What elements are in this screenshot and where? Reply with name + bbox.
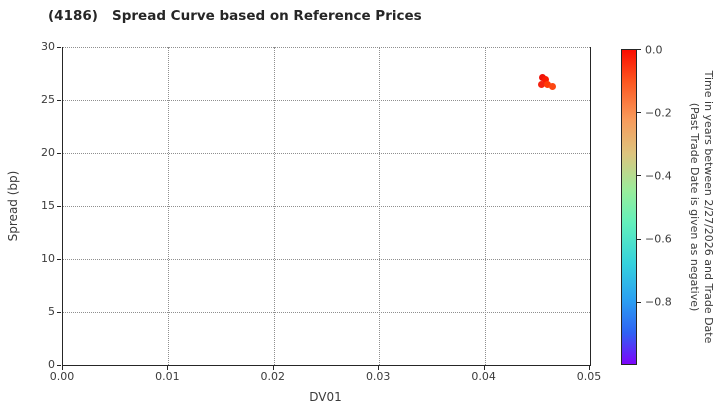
gridline-vertical: [168, 47, 170, 365]
x-tick-mark: [483, 366, 485, 370]
colorbar-label-line2: (Past Trade Date is given as negative): [688, 102, 701, 312]
gridline-horizontal: [63, 312, 590, 313]
y-tick-mark: [57, 259, 61, 260]
x-tick-label: 0.05: [576, 370, 602, 383]
x-tick-label: 0.01: [155, 370, 180, 383]
y-tick-label: 30: [41, 40, 55, 53]
gridline-vertical: [484, 47, 486, 365]
gridline-vertical: [379, 47, 381, 365]
colorbar-tick-label: −0.2: [645, 106, 672, 120]
x-tick-mark: [167, 366, 169, 370]
y-tick-mark: [57, 312, 61, 313]
scatter-point: [542, 76, 550, 84]
colorbar-tick-mark: [637, 175, 641, 177]
scatter-point: [538, 80, 546, 88]
y-tick-label: 20: [41, 146, 55, 159]
x-axis-label: DV01: [309, 390, 342, 404]
colorbar-tick-label: −0.6: [645, 232, 672, 246]
colorbar-label-line1: Time in years between 2/27/2026 and Trad…: [702, 70, 715, 344]
gridline-vertical: [273, 47, 275, 365]
x-tick-mark: [272, 366, 274, 370]
y-tick-mark: [57, 47, 61, 48]
colorbar-tick-mark: [637, 49, 641, 50]
colorbar-gradient: [621, 49, 637, 365]
colorbar-tick-mark: [637, 301, 641, 303]
gridline-horizontal: [63, 100, 590, 101]
y-tick-label: 0: [48, 358, 55, 371]
colorbar-tick-label: 0.0: [645, 43, 663, 56]
y-tick-label: 25: [41, 93, 55, 106]
y-tick-label: 10: [41, 252, 55, 265]
y-tick-label: 5: [48, 305, 55, 318]
chart-title: (4186) Spread Curve based on Reference P…: [48, 8, 422, 24]
colorbar-label: Time in years between 2/27/2026 and Trad…: [687, 42, 715, 372]
scatter-point: [544, 80, 552, 88]
x-tick-mark: [589, 366, 590, 370]
x-tick-mark: [62, 366, 63, 370]
x-tick-label: 0.03: [365, 370, 391, 383]
plot-area: [62, 47, 591, 366]
y-tick-label: 15: [41, 199, 55, 212]
colorbar-tick-label: −0.8: [645, 295, 672, 309]
x-tick-label: 0.00: [49, 370, 75, 383]
x-tick-label: 0.02: [260, 370, 286, 383]
gridline-horizontal: [63, 153, 590, 154]
x-tick-label: 0.04: [471, 370, 496, 383]
x-tick-mark: [378, 366, 380, 370]
scatter-point: [548, 82, 556, 90]
y-tick-mark: [57, 365, 61, 366]
colorbar-tick-label: −0.4: [645, 169, 672, 183]
gridline-horizontal: [63, 206, 590, 207]
colorbar-tick-mark: [637, 238, 641, 240]
y-tick-mark: [57, 153, 61, 154]
gridline-horizontal: [63, 259, 590, 260]
y-tick-mark: [57, 206, 61, 207]
gridline-horizontal: [63, 47, 590, 48]
colorbar-tick-mark: [637, 112, 641, 114]
y-tick-mark: [57, 100, 61, 101]
